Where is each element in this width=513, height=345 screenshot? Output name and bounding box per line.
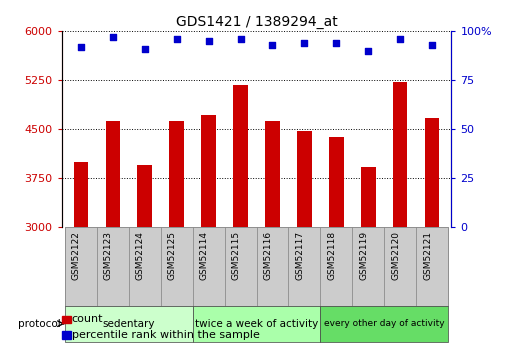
Bar xyxy=(256,227,288,306)
Bar xyxy=(202,115,216,345)
Text: protocol: protocol xyxy=(18,319,61,329)
Bar xyxy=(192,306,321,342)
Bar xyxy=(65,306,192,342)
Text: GSM52117: GSM52117 xyxy=(295,231,304,280)
Text: twice a week of activity: twice a week of activity xyxy=(195,319,318,329)
Bar xyxy=(169,121,184,345)
Bar xyxy=(329,137,344,345)
Point xyxy=(76,44,85,50)
Bar xyxy=(352,227,384,306)
Point xyxy=(141,46,149,51)
Text: GSM52121: GSM52121 xyxy=(423,231,432,280)
Text: GSM52114: GSM52114 xyxy=(200,231,209,280)
Point xyxy=(396,36,404,42)
Bar xyxy=(233,85,248,345)
Point xyxy=(236,36,245,42)
Bar xyxy=(425,118,440,345)
Bar xyxy=(265,121,280,345)
Bar xyxy=(361,167,376,345)
Bar xyxy=(65,227,97,306)
Text: GSM52123: GSM52123 xyxy=(104,231,113,280)
Text: GSM52125: GSM52125 xyxy=(168,231,176,280)
Point xyxy=(109,34,117,40)
Bar xyxy=(161,227,192,306)
Bar xyxy=(97,227,129,306)
Text: percentile rank within the sample: percentile rank within the sample xyxy=(72,330,260,339)
Text: GSM52115: GSM52115 xyxy=(231,231,241,280)
Point xyxy=(172,36,181,42)
Point xyxy=(300,40,308,46)
Text: GSM52116: GSM52116 xyxy=(264,231,272,280)
Point xyxy=(332,40,341,46)
Bar xyxy=(393,82,407,345)
Title: GDS1421 / 1389294_at: GDS1421 / 1389294_at xyxy=(175,14,338,29)
Text: GSM52124: GSM52124 xyxy=(135,231,145,280)
Point xyxy=(205,38,213,43)
Text: sedentary: sedentary xyxy=(103,319,155,329)
Bar xyxy=(192,227,225,306)
Text: GSM52122: GSM52122 xyxy=(72,231,81,280)
Bar xyxy=(384,227,416,306)
Bar xyxy=(321,306,448,342)
Point xyxy=(268,42,277,48)
Point xyxy=(364,48,372,53)
Text: GSM52120: GSM52120 xyxy=(391,231,400,280)
Bar xyxy=(106,121,120,345)
Bar xyxy=(129,227,161,306)
Point xyxy=(428,42,437,48)
Bar xyxy=(297,130,311,345)
Text: every other day of activity: every other day of activity xyxy=(324,319,445,328)
Bar xyxy=(416,227,448,306)
Text: GSM52119: GSM52119 xyxy=(359,231,368,280)
Text: GSM52118: GSM52118 xyxy=(327,231,337,280)
Bar xyxy=(321,227,352,306)
Bar xyxy=(288,227,321,306)
Bar xyxy=(73,162,88,345)
Bar xyxy=(137,165,152,345)
Text: count: count xyxy=(72,314,103,324)
Bar xyxy=(225,227,256,306)
